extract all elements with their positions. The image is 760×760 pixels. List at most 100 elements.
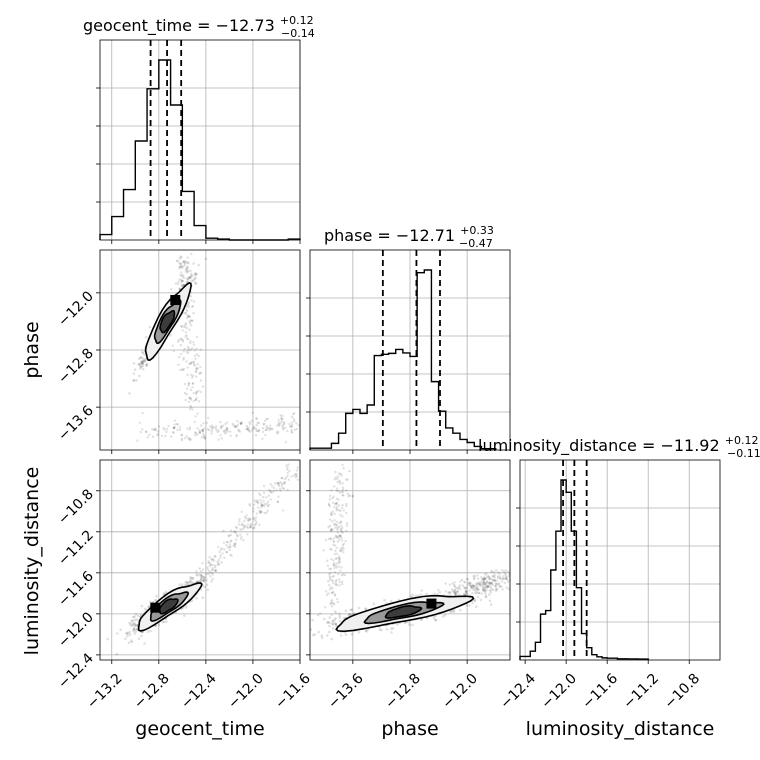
density-phase-vs-geocent-time-tail-point — [255, 424, 258, 427]
density-luminosity-distance-vs-phase-sample-point — [438, 591, 442, 594]
density-luminosity-distance-vs-phase-tail-point — [465, 592, 468, 595]
density-phase-vs-geocent-time-tail-point — [179, 368, 182, 372]
density-luminosity-distance-vs-phase-sample-point — [411, 623, 414, 627]
density-luminosity-distance-vs-phase-tail-point — [472, 584, 475, 588]
density-phase-vs-geocent-time-tail-point — [200, 371, 203, 374]
density-phase-vs-geocent-time-tail-point — [185, 305, 189, 308]
density-luminosity-distance-vs-phase-tail-point — [338, 479, 341, 483]
density-phase-vs-geocent-time-sample-point — [178, 287, 181, 291]
density-luminosity-distance-vs-geocent-time-tail-point — [255, 501, 258, 504]
density-luminosity-distance-vs-phase-tail-point — [491, 579, 495, 582]
density-phase-vs-geocent-time-tail-point — [179, 265, 182, 268]
density-phase-vs-geocent-time-tail-point — [226, 430, 229, 433]
density-luminosity-distance-vs-phase-tail-point — [501, 569, 504, 572]
density-luminosity-distance-vs-geocent-time-sample-point — [130, 620, 134, 623]
density-phase-vs-geocent-time-tail-point — [151, 435, 155, 438]
density-luminosity-distance-vs-geocent-time-sample-point — [189, 579, 192, 582]
density-phase-vs-geocent-time-sample-point — [141, 364, 145, 368]
density-luminosity-distance-vs-phase-sample-point — [465, 590, 468, 593]
density-luminosity-distance-vs-phase-tail-point — [324, 606, 327, 609]
y-axis-label-luminosity-distance: luminosity_distance — [21, 467, 43, 656]
density-luminosity-distance-vs-phase-tail-point — [351, 495, 354, 498]
density-luminosity-distance-vs-geocent-time-sample-point — [133, 624, 137, 628]
density-luminosity-distance-vs-geocent-time-tail-point — [258, 492, 261, 495]
density-luminosity-distance-vs-phase-tail-point — [336, 540, 340, 543]
histogram-panel-geocent-time — [96, 39, 301, 244]
density-luminosity-distance-vs-phase-sample-point — [416, 594, 420, 597]
density-luminosity-distance-vs-phase-tail-point — [327, 502, 330, 506]
density-phase-vs-geocent-time-tail-point — [186, 256, 189, 259]
density-luminosity-distance-vs-geocent-time-tail-point — [247, 519, 250, 523]
density-luminosity-distance-vs-phase-tail-point — [331, 528, 334, 531]
density-luminosity-distance-vs-geocent-time-sample-point — [115, 632, 119, 635]
density-luminosity-distance-vs-phase-tail-point — [488, 576, 491, 579]
density-phase-vs-geocent-time-tail-point — [178, 261, 181, 265]
density-phase-vs-geocent-time-tail-point — [179, 262, 182, 266]
density-luminosity-distance-vs-phase-tail-point — [345, 489, 348, 492]
density-luminosity-distance-vs-geocent-time-tail-point — [251, 517, 255, 520]
density-luminosity-distance-vs-geocent-time-tail-point — [225, 540, 229, 544]
density-phase-vs-geocent-time-tail-point — [185, 267, 188, 271]
density-luminosity-distance-vs-phase-tail-point — [483, 577, 486, 581]
density-luminosity-distance-vs-geocent-time-tail-point — [209, 574, 212, 578]
density-phase-vs-geocent-time-tail-point — [281, 424, 284, 428]
density-phase-vs-geocent-time-tail-point — [177, 280, 180, 284]
density-luminosity-distance-vs-phase-tail-point — [341, 580, 344, 583]
density-luminosity-distance-vs-phase-tail-point — [340, 566, 343, 569]
density-luminosity-distance-vs-phase-tail-point — [468, 581, 471, 585]
density-phase-vs-geocent-time-tail-point — [175, 259, 178, 263]
density-luminosity-distance-vs-phase-tail-point — [329, 528, 333, 531]
density-luminosity-distance-vs-geocent-time-tail-point — [241, 522, 244, 525]
density-luminosity-distance-vs-phase-sample-point — [494, 589, 498, 592]
density-luminosity-distance-vs-phase-tail-point — [342, 573, 345, 576]
density-luminosity-distance-vs-phase-tail-point — [339, 509, 342, 513]
density-phase-vs-geocent-time-tail-point — [181, 340, 185, 343]
density-luminosity-distance-vs-geocent-time-tail-point — [225, 551, 228, 554]
density-luminosity-distance-vs-phase-tail-point — [345, 511, 348, 515]
density-luminosity-distance-vs-phase-tail-point — [458, 585, 461, 589]
density-luminosity-distance-vs-geocent-time-tail-point — [228, 543, 232, 546]
density-luminosity-distance-vs-geocent-time-tail-point — [238, 517, 241, 521]
density-luminosity-distance-vs-geocent-time-tail-point — [207, 560, 210, 563]
density-luminosity-distance-vs-phase-sample-point — [455, 590, 458, 594]
density-phase-vs-geocent-time-tail-point — [141, 428, 144, 431]
density-phase-vs-geocent-time-tail-point — [189, 341, 192, 345]
density-luminosity-distance-vs-phase-tail-point — [498, 582, 501, 585]
density-luminosity-distance-vs-phase-sample-point — [385, 628, 389, 631]
density-luminosity-distance-vs-geocent-time-tail-point — [245, 514, 248, 517]
density-luminosity-distance-vs-geocent-time-tail-point — [245, 525, 248, 529]
density-phase-vs-geocent-time-tail-point — [288, 422, 291, 426]
density-phase-vs-geocent-time-tail-point — [190, 319, 194, 322]
density-phase-vs-geocent-time-tail-point — [232, 424, 235, 427]
density-luminosity-distance-vs-phase-tail-point — [468, 583, 471, 586]
density-phase-vs-geocent-time-tail-point — [187, 338, 190, 341]
hist-phase-step-line — [309, 269, 497, 450]
density-luminosity-distance-vs-phase-tail-point — [334, 582, 338, 585]
density-luminosity-distance-vs-geocent-time-tail-point — [206, 566, 209, 569]
density-phase-vs-geocent-time-tail-point — [163, 428, 166, 431]
density-luminosity-distance-vs-phase-tail-point — [337, 498, 340, 501]
density-phase-vs-geocent-time-tail-point — [185, 326, 189, 330]
density-luminosity-distance-vs-phase-sample-point — [338, 616, 342, 619]
density-phase-vs-geocent-time-tail-point — [196, 412, 199, 415]
density-luminosity-distance-vs-geocent-time-sample-point — [186, 582, 190, 585]
x-tick-label-phase: −12.8 — [382, 671, 424, 713]
density-luminosity-distance-vs-phase-sample-point — [483, 590, 487, 594]
density-phase-vs-geocent-time-tail-point — [214, 426, 217, 430]
density-phase-vs-geocent-time-tail-point — [281, 426, 285, 430]
density-phase-vs-geocent-time-tail-point — [265, 424, 268, 428]
density-phase-vs-geocent-time-tail-point — [223, 429, 227, 432]
density-luminosity-distance-vs-geocent-time-tail-point — [189, 577, 192, 580]
density-panel-luminosity-distance-vs-phase: −13.6 −12.8 −12.0 — [306, 459, 512, 713]
density-luminosity-distance-vs-phase-tail-point — [483, 577, 486, 580]
density-luminosity-distance-vs-phase-tail-point — [339, 527, 343, 531]
density-phase-vs-geocent-time-tail-point — [280, 418, 283, 421]
density-luminosity-distance-vs-geocent-time-tail-point — [214, 564, 217, 567]
density-luminosity-distance-vs-phase-tail-point — [484, 592, 487, 596]
density-luminosity-distance-vs-phase-tail-point — [328, 567, 331, 570]
density-phase-vs-geocent-time-tail-point — [201, 429, 204, 432]
density-phase-vs-geocent-time-tail-point — [188, 396, 191, 400]
density-luminosity-distance-vs-phase-sample-point — [487, 584, 490, 587]
density-luminosity-distance-vs-phase-tail-point — [466, 577, 470, 581]
density-luminosity-distance-vs-phase-sample-point — [474, 591, 477, 595]
